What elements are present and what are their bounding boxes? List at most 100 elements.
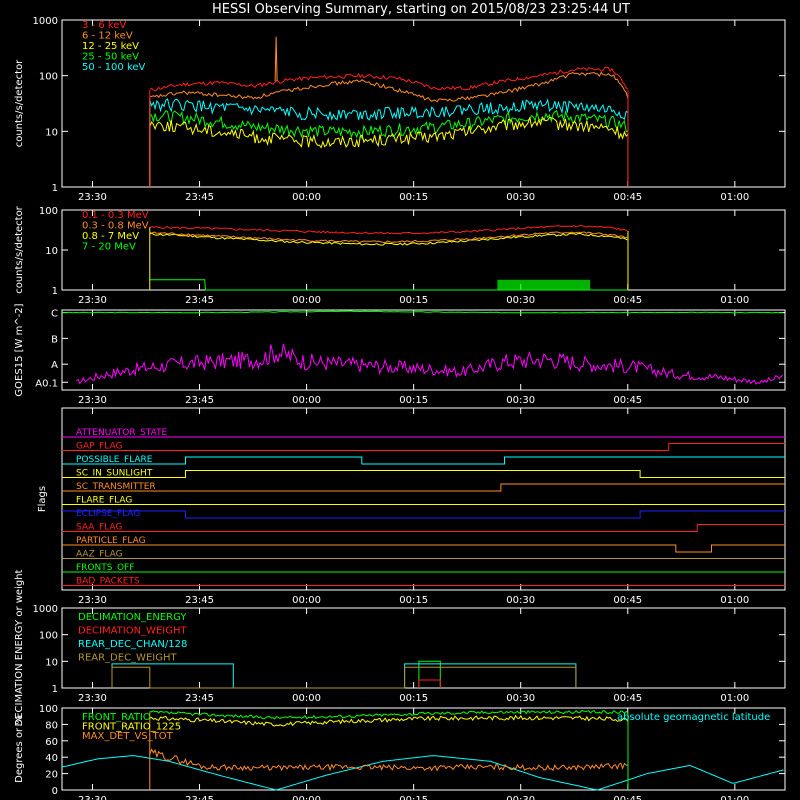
series-line <box>149 71 629 103</box>
flag-label: POSSIBLE_FLARE <box>76 455 153 465</box>
y-axis-label: counts/s/detector <box>14 59 25 147</box>
annotation-label: absolute geomagnetic latitude <box>617 712 770 723</box>
x-tick-label: 00:15 <box>399 295 428 306</box>
panel-1: 23:30 23:45 00:00 00:15 00:30 00:45 01:00 1 10 10… <box>14 16 786 203</box>
y-tick-label: A <box>51 360 58 371</box>
flag-label: FRONTS_OFF <box>76 563 134 573</box>
flag-label: BAD_PACKETS <box>76 577 140 587</box>
y-tick-label: 100 <box>39 206 58 217</box>
x-tick-label: 23:45 <box>185 595 214 606</box>
y-tick-label: 100 <box>39 72 58 83</box>
x-tick-label: 00:45 <box>613 395 642 406</box>
x-tick-label: 01:00 <box>720 693 749 704</box>
flag-label: GAP_FLAG <box>76 442 122 452</box>
x-tick-label: 23:30 <box>78 192 107 203</box>
y-tick-label: 1 <box>52 684 58 695</box>
series-line <box>149 110 629 140</box>
x-tick-label: 00:45 <box>613 693 642 704</box>
panel-5: 23:30 23:45 00:00 00:15 00:30 00:45 01:00 1 10 10… <box>14 569 786 726</box>
x-tick-label: 00:45 <box>613 795 642 800</box>
y-tick-label: 1 <box>52 286 58 297</box>
x-tick-label: 00:30 <box>506 795 535 800</box>
series-line <box>149 115 629 149</box>
legend-entry: DECIMATION_ENERGY <box>78 612 187 623</box>
legend-entry: 0.1 - 0.3 MeV <box>82 210 149 221</box>
flag-label: SC_TRANSMITTER <box>76 482 156 492</box>
flag-line <box>62 483 785 492</box>
legend-entry: DECIMATION_WEIGHT <box>78 626 187 637</box>
series-line <box>418 660 441 688</box>
series-line <box>149 709 629 720</box>
flag-line <box>62 524 785 532</box>
flag-line <box>62 443 785 451</box>
x-tick-label: 00:45 <box>613 595 642 606</box>
x-tick-label: 00:15 <box>399 595 428 606</box>
x-tick-label: 01:00 <box>720 192 749 203</box>
x-tick-label: 00:45 <box>613 295 642 306</box>
panel-frame <box>61 407 786 591</box>
x-tick-label: 00:15 <box>399 693 428 704</box>
legend-entry: FRONT_RATIO_1225 <box>82 722 181 733</box>
legend-entry: 25 - 50 keV <box>82 52 139 63</box>
x-tick-label: 01:00 <box>720 395 749 406</box>
legend-entry: 50 - 100 keV <box>82 62 146 73</box>
x-tick-label: 23:30 <box>78 395 107 406</box>
series-line <box>61 310 783 314</box>
legend-entry: 0.3 - 0.8 MeV <box>82 221 149 232</box>
y-axis-label: Degrees or % <box>14 715 25 783</box>
x-tick-label: 00:00 <box>292 795 321 800</box>
flag-label: SAA_FLAG <box>76 523 122 533</box>
x-tick-label: 00:00 <box>292 693 321 704</box>
y-tick-label: 80 <box>45 720 58 731</box>
x-tick-label: 23:45 <box>185 395 214 406</box>
series-line <box>149 231 628 244</box>
panel-frame <box>61 607 786 689</box>
y-tick-label: 100 <box>39 631 58 642</box>
series-line <box>149 98 629 122</box>
y-tick-label: A0.1 <box>35 378 58 389</box>
legend-entry: MAX_DET_VS_TOT <box>82 731 174 742</box>
y-tick-label: 10 <box>45 127 58 138</box>
x-tick-label: 23:30 <box>78 795 107 800</box>
panel-6: 23:30 23:45 00:00 00:15 00:30 00:45 01:00 0 20 40… <box>14 704 786 800</box>
y-tick-label: 100 <box>39 704 58 715</box>
legend-entry: 6 - 12 keV <box>82 31 133 42</box>
x-tick-label: 23:30 <box>78 595 107 606</box>
flag-label: ATTENUATOR_STATE <box>76 428 168 438</box>
y-axis-label: DECIMATION ENERGY or weight <box>14 569 25 726</box>
legend-entry: FRONT_RATIO <box>82 712 151 723</box>
series-line <box>149 224 628 235</box>
flag-label: ECLIPSE_FLAG <box>76 509 140 519</box>
y-tick-label: 20 <box>45 770 58 781</box>
series-line <box>76 343 784 385</box>
series-line <box>149 714 629 727</box>
x-tick-label: 00:30 <box>506 192 535 203</box>
x-tick-label: 23:30 <box>78 693 107 704</box>
y-tick-label: B <box>51 334 58 345</box>
legend-entry: REAR_DEC_CHAN/128 <box>78 639 187 650</box>
y-tick-label: 40 <box>45 753 58 764</box>
legend-entry: 7 - 20 MeV <box>82 242 136 253</box>
y-axis-label: GOES15 [W m^-2] <box>14 303 25 396</box>
x-tick-label: 00:15 <box>399 395 428 406</box>
series-line <box>61 755 784 791</box>
flag-line <box>62 456 785 465</box>
x-tick-label: 00:30 <box>506 595 535 606</box>
series-line <box>149 279 628 291</box>
series-line <box>111 666 577 689</box>
y-tick-label: 1000 <box>33 604 58 615</box>
panel-frame <box>61 19 786 188</box>
x-tick-label: 00:45 <box>613 192 642 203</box>
series-line <box>149 232 628 246</box>
series-line <box>418 679 441 688</box>
y-tick-label: 1 <box>52 183 58 194</box>
legend-entry: REAR_DEC_WEIGHT <box>78 653 177 664</box>
x-tick-label: 23:45 <box>185 192 214 203</box>
x-tick-label: 00:15 <box>399 192 428 203</box>
particle-burst <box>497 279 591 290</box>
panel-3: 23:30 23:45 00:00 00:15 00:30 00:45 01:00 A0.1 A… <box>14 303 786 406</box>
x-tick-label: 01:00 <box>720 295 749 306</box>
panel-4: 23:30 23:45 00:00 00:15 00:30 00:45 01:00 Flags… <box>37 407 786 606</box>
chart-title: HESSI Observing Summary, starting on 201… <box>212 2 630 17</box>
